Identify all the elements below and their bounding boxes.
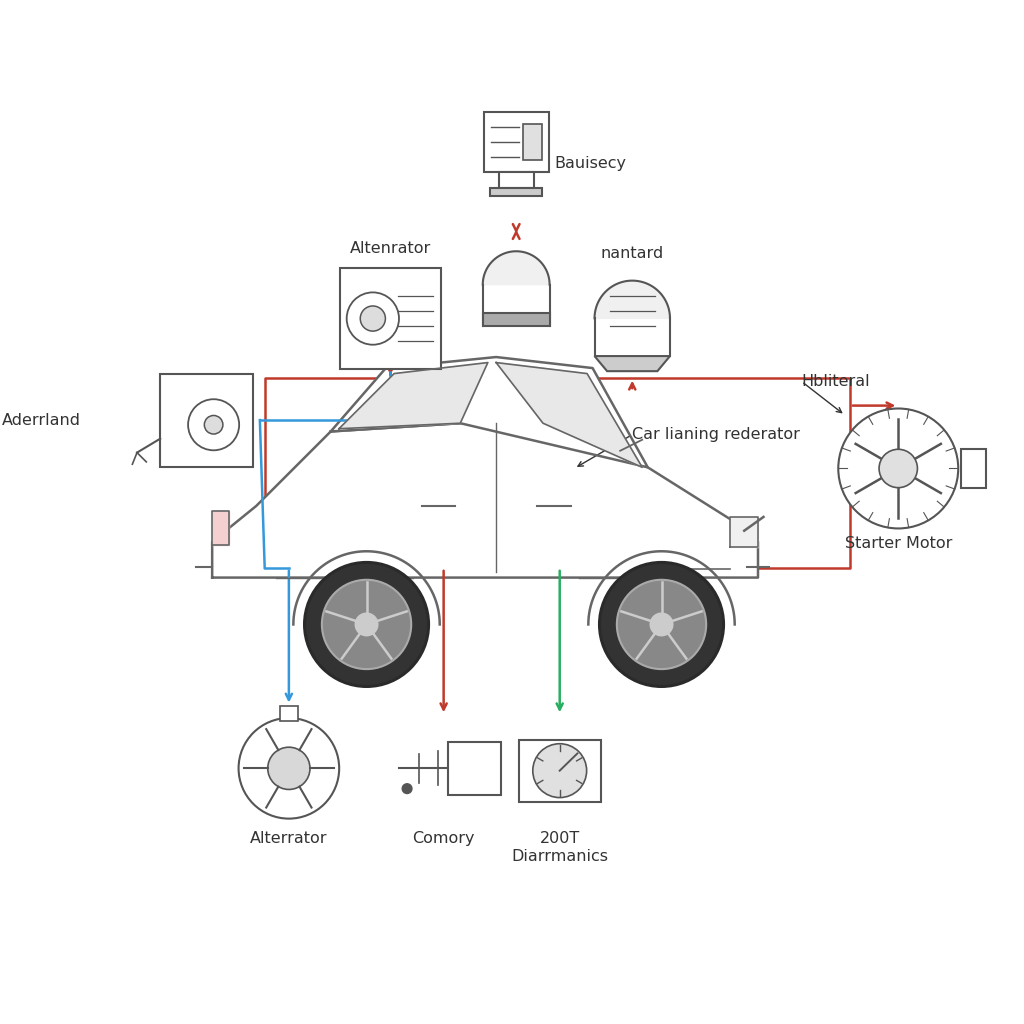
Circle shape <box>599 562 724 686</box>
Circle shape <box>360 306 385 331</box>
Bar <box>482 312 550 327</box>
Circle shape <box>616 580 707 669</box>
Bar <box>962 450 986 487</box>
Text: Comory: Comory <box>413 831 475 846</box>
Bar <box>160 374 253 467</box>
Circle shape <box>304 562 429 686</box>
Bar <box>522 124 543 161</box>
Text: Aderrland: Aderrland <box>2 413 81 428</box>
Polygon shape <box>730 517 758 547</box>
Polygon shape <box>482 251 550 285</box>
Bar <box>483 112 549 172</box>
Circle shape <box>402 783 412 794</box>
Bar <box>340 268 440 369</box>
Circle shape <box>839 409 958 528</box>
Text: Hbliteral: Hbliteral <box>802 374 870 389</box>
Polygon shape <box>339 362 487 429</box>
Bar <box>499 172 534 187</box>
Polygon shape <box>595 356 670 371</box>
Polygon shape <box>595 281 670 318</box>
Circle shape <box>322 580 412 669</box>
Circle shape <box>879 450 918 487</box>
Polygon shape <box>212 511 228 545</box>
Circle shape <box>650 613 673 636</box>
Text: Altenrator: Altenrator <box>350 241 431 256</box>
Text: nantard: nantard <box>601 246 664 260</box>
Circle shape <box>239 718 339 818</box>
Text: Car lianing rederator: Car lianing rederator <box>632 427 800 442</box>
Bar <box>280 707 298 721</box>
Polygon shape <box>331 357 648 467</box>
Circle shape <box>188 399 240 451</box>
Bar <box>490 187 543 196</box>
Circle shape <box>355 613 378 636</box>
Bar <box>519 740 600 802</box>
Text: Bauisecy: Bauisecy <box>555 157 627 171</box>
Text: 200T
Diarrmanics: 200T Diarrmanics <box>511 831 608 863</box>
Polygon shape <box>212 423 758 578</box>
Text: Alterrator: Alterrator <box>250 831 328 846</box>
Polygon shape <box>496 362 642 467</box>
Bar <box>447 742 501 795</box>
Circle shape <box>205 416 223 434</box>
Text: Starter Motor: Starter Motor <box>845 537 952 551</box>
Circle shape <box>532 743 587 798</box>
Circle shape <box>347 293 399 345</box>
Circle shape <box>267 748 310 790</box>
